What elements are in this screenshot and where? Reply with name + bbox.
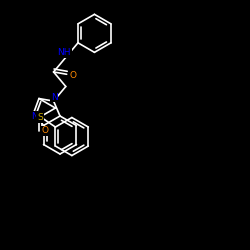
Text: NH: NH: [58, 48, 71, 58]
Text: O: O: [69, 71, 76, 80]
Text: S: S: [37, 113, 43, 122]
Text: N: N: [31, 112, 38, 121]
Text: O: O: [42, 126, 48, 135]
Text: N: N: [51, 92, 58, 102]
